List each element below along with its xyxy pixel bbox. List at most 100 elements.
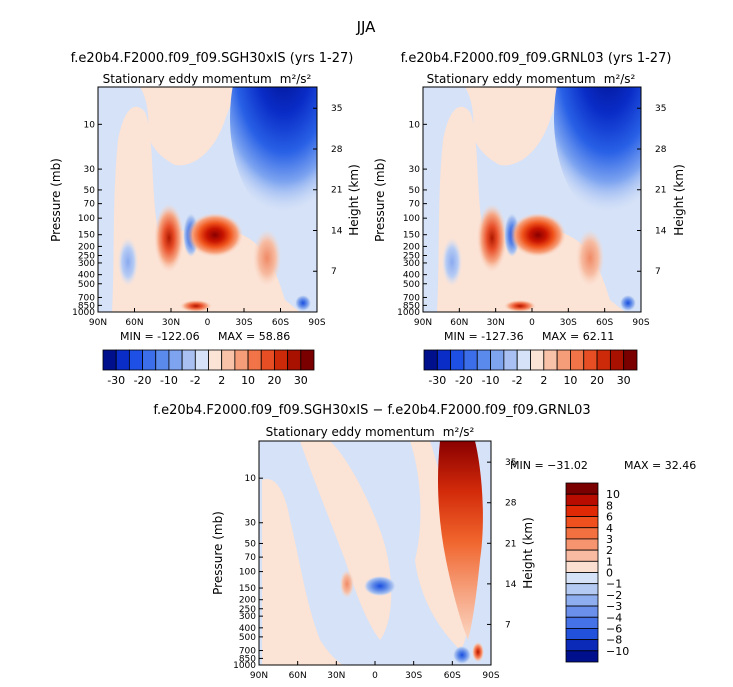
colorbar-box [234,349,249,371]
height-tick-label: 7 [655,267,661,277]
pressure-tick-label: 30 [84,165,96,175]
colorbar-box [565,639,599,652]
colorbar-label: 4 [606,522,613,535]
colorbar-label: −10 [606,645,629,658]
latitude-tick-label: 0 [529,318,535,328]
panel-2-colorbar: -30 -20 -10 -2 2 10 20 30 [423,349,638,387]
colorbar-box [516,349,531,371]
pressure-tick-label: 100 [403,214,420,224]
colorbar-label: −6 [606,622,622,635]
panel-1-deep-blue-jet [230,87,317,218]
pressure-tick-label: 10 [409,120,421,130]
colorbar-box [583,349,598,371]
panel-1-colorbar: -30 -20 -10 -2 2 10 20 30 [102,349,315,387]
colorbar-label: 30 [294,374,308,387]
pressure-tick-label: 70 [245,553,257,563]
panel-2-red-surface [504,300,536,312]
colorbar-box [128,349,143,371]
pressure-tick-label: 100 [78,214,95,224]
colorbar-box [450,349,465,371]
panel-1-red-surface [180,300,212,312]
colorbar-label: 10 [241,374,255,387]
pressure-tick-label: 10 [245,474,257,484]
panel-2-units: m²/s² [604,72,636,86]
height-tick-label: 28 [331,145,343,155]
pressure-tick-label: 700 [78,293,95,303]
height-tick-label: 14 [655,226,667,236]
colorbar-box [490,349,505,371]
latitude-tick-label: 90S [632,318,649,328]
colorbar-box [565,560,599,573]
panel-2-blue-lobe-west [442,238,462,286]
panel-2-deep-blue-jet [554,87,641,218]
pressure-tick-label: 400 [239,624,256,634]
colorbar-box [565,594,599,607]
colorbar-box [115,349,130,371]
pressure-tick-label: 400 [78,271,95,281]
latitude-tick-label: 30S [405,671,422,681]
pressure-tick-label: 250 [239,605,256,615]
colorbar-label: -10 [160,374,178,387]
height-tick-label: 7 [505,620,511,630]
latitude-tick-label: 90S [308,318,325,328]
panel-2: f.e20b4.F2000.f09_f09.GRNL03 (yrs 1-27) … [373,51,686,387]
pressure-tick-label: 500 [78,280,95,290]
latitude-tick-label: 60N [289,671,307,681]
latitude-tick-label: 0 [372,671,378,681]
colorbar-label: 8 [606,499,613,512]
pressure-tick-label: 850 [403,301,420,311]
panel-1-blue-lobe-west [118,238,138,286]
height-tick-label: 7 [331,267,337,277]
colorbar-label: −1 [606,578,622,591]
colorbar-label: 20 [590,374,604,387]
colorbar-label: 10 [563,374,577,387]
latitude-tick-label: 60S [444,671,461,681]
latitude-tick-label: 30N [162,318,180,328]
panel-3-pale-red-south [410,441,468,650]
colorbar-box [609,349,625,371]
panel-1-min: MIN = -122.06 [120,330,200,343]
colorbar-box [463,349,478,371]
latitude-tick-label: 60N [450,318,468,328]
colorbar-box [142,349,157,371]
pressure-tick-label: 200 [78,242,95,252]
panel-3-units: m²/s² [443,425,475,439]
panel-3-ylabel: Pressure (mb) [211,511,225,595]
colorbar-label: −3 [606,600,622,613]
colorbar-label: -2 [512,374,523,387]
panel-1-variable: Stationary eddy momentum m²/s² [103,72,312,86]
panel-2-pale-red-upper [465,87,565,166]
colorbar-label: -30 [428,374,446,387]
panel-1-x-ticks: 90N 60N 30N 0 30S 60S 90S [89,308,326,328]
panel-3-blue-patch-surface [453,646,471,664]
panel-3-variable: Stationary eddy momentum m²/s² [266,425,475,439]
colorbar-box [556,349,571,371]
pressure-tick-label: 500 [239,633,256,643]
height-tick-label: 21 [505,539,516,549]
panel-1: f.e20b4.F2000.f09_f09.SGH30xIS (yrs 1-27… [49,51,361,387]
colorbar-label: 2 [218,374,225,387]
panel-2-x-ticks: 90N 60N 30N 0 30S 60S 90S [414,308,650,328]
latitude-tick-label: 30S [560,318,577,328]
pressure-tick-label: 1000 [233,661,256,671]
pressure-tick-label: 70 [409,200,421,210]
panel-3-right-ticks: 35 28 21 14 7 [487,458,517,630]
pressure-tick-label: 700 [239,647,256,657]
colorbar-box [102,349,117,371]
panel-2-red-core-equator [510,213,566,257]
colorbar-box [565,572,599,585]
panel-3-blue-patch-equator [364,576,396,596]
panel-3-red-patch-surface [472,642,484,662]
panel-2-max: MAX = 62.11 [542,330,614,343]
colorbar-box [247,349,262,371]
colorbar-box [565,538,599,551]
colorbar-label: 1 [606,555,613,568]
latitude-tick-label: 60S [596,318,613,328]
colorbar-box [436,349,452,371]
colorbar-box [423,349,438,371]
panel-3-x-ticks: 90N 60N 30N 0 30S 60S 90S [250,661,500,681]
pressure-tick-label: 250 [403,252,420,262]
